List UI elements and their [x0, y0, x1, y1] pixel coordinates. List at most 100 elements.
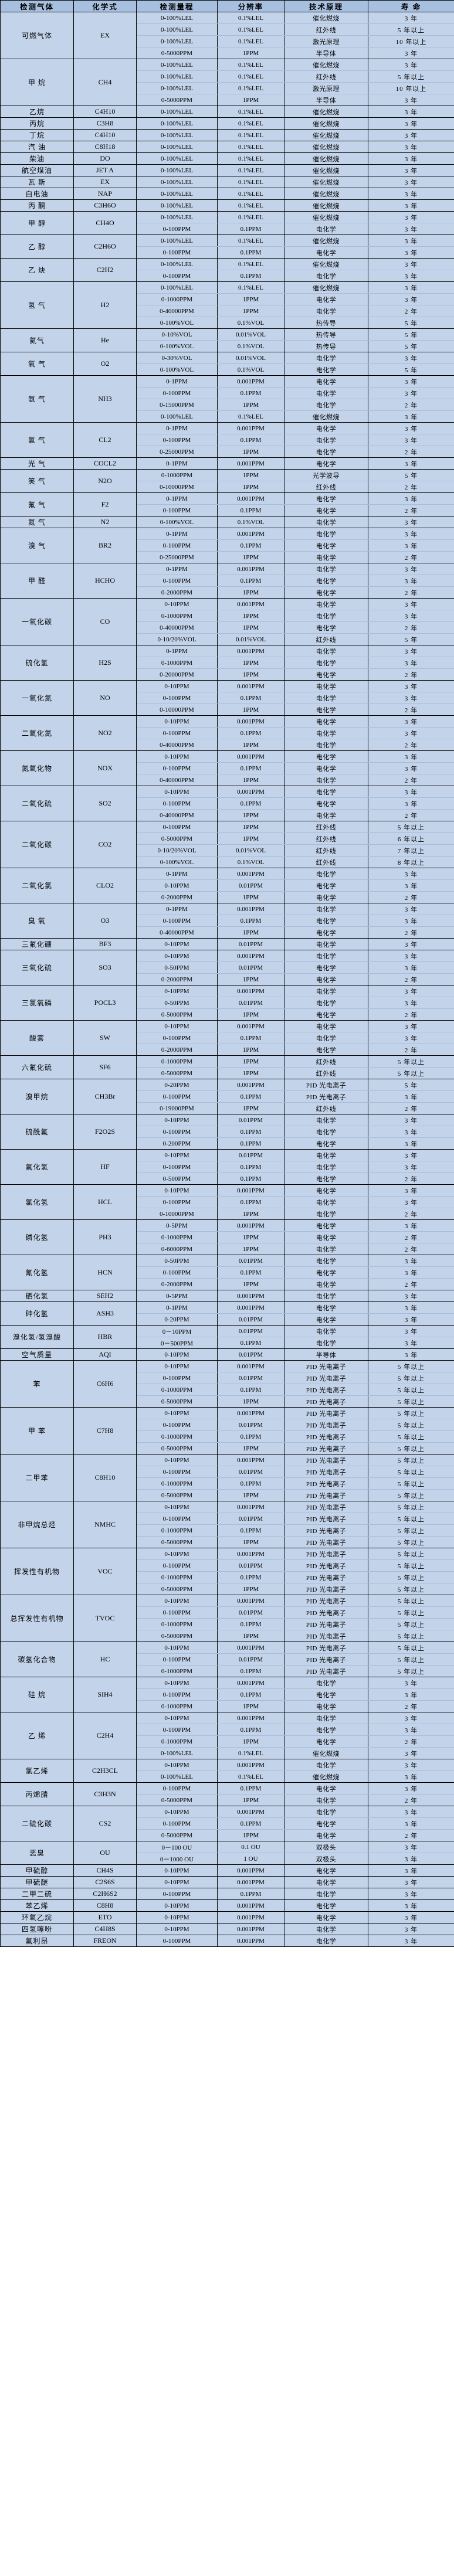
- table-row: 甲硫醚 C2S6S 0-10PPM 0.001PPM 电化学 3 年: [0, 1876, 454, 1888]
- cell-lifetime: 3 年: [368, 997, 454, 1009]
- cell-resolution: 0.1PPM: [217, 1196, 284, 1208]
- cell-lifetime: 2 年: [368, 1794, 454, 1806]
- cell-detection-range: 0-2000PPM: [136, 973, 218, 985]
- cell-technology: 催化燃烧: [284, 152, 368, 165]
- cell-technology: 电化学: [284, 1184, 368, 1197]
- cell-resolution: 0.1PPM: [217, 1090, 284, 1103]
- cell-detection-range: 0-20PPM: [136, 1313, 218, 1326]
- cell-technology: PID 光电离子: [284, 1466, 368, 1478]
- cell-detection-range: 0-1PPM: [136, 563, 218, 575]
- cell-lifetime: 3 年: [368, 762, 454, 774]
- cell-lifetime: 3 年: [368, 657, 454, 669]
- cell-lifetime: 2 年: [368, 551, 454, 563]
- table-row: 总挥发性有机物 TVOC 0-10PPM 0.001PPM PID 光电离子 5 年以上: [0, 1595, 454, 1642]
- cell-detection-range: 0-10PPM: [136, 1923, 218, 1935]
- cell-lifetime: 3 年: [368, 680, 454, 692]
- cell-technology: 催化燃烧: [284, 176, 368, 188]
- cell-resolution: 1PPM: [217, 481, 284, 493]
- cell-resolution: 0.1PPM: [217, 1173, 284, 1185]
- cell-lifetime: 3 年: [368, 1184, 454, 1197]
- table-row: 二硫化碳 CS2 0-10PPM 0.001PPM 电化学 3 年: [0, 1806, 454, 1841]
- cell-technology: 电化学: [284, 715, 368, 728]
- cell-detection-range: 0-100PPM: [136, 223, 218, 235]
- cell-detection-range: 0-1000PPM: [136, 1384, 218, 1396]
- cell-detection-range: 0-6000PPM: [136, 1243, 218, 1255]
- cell-resolution: 0.001PPM: [217, 950, 284, 962]
- cell-resolution: 1PPM: [217, 1231, 284, 1243]
- cell-detection-range: 0-1000PPM: [136, 1735, 218, 1748]
- cell-resolution: 0.1PPM: [217, 797, 284, 810]
- cell-lifetime: 3 年: [368, 1219, 454, 1232]
- table-row: 0-100%LEL 0.1%LEL 激光原理 10 年以上: [1, 82, 454, 94]
- table-row: 0-100PPM 0.1PPM 电化学 3 年: [1, 1161, 454, 1173]
- cell-resolution: 0.1%LEL: [217, 106, 284, 118]
- cell-lifetime: 5 年以上: [368, 1630, 454, 1642]
- table-row: 0-25000PPM 1PPM 电化学 2 年: [1, 446, 454, 458]
- cell-detection-range: 0-100%LEL: [136, 82, 218, 94]
- cell-lifetime: 3 年: [368, 422, 454, 434]
- cell-technology: 电化学: [284, 879, 368, 892]
- cell-lifetime: 5 年以上: [368, 70, 454, 83]
- table-row: 0-6000PPM 1PPM 电化学 2 年: [1, 1243, 454, 1255]
- cell-lifetime: 3 年: [368, 246, 454, 259]
- cell-technology: 电化学: [284, 528, 368, 540]
- cell-technology: 电化学: [284, 1255, 368, 1267]
- cell-resolution: 0.001PPM: [217, 1595, 284, 1607]
- cell-detection-range: 0-200PPM: [136, 1137, 218, 1150]
- cell-detection-range: 0-100%VOL: [136, 340, 218, 352]
- cell-gas-name: 丙 酮: [0, 199, 74, 212]
- cell-technology: 激光原理: [284, 82, 368, 94]
- cell-detection-range: 0-100PPM: [136, 821, 218, 833]
- table-row: 丙烷 C3H8 0-100%LEL 0.1%LEL 催化燃烧 3 年: [0, 117, 454, 130]
- cell-technology: PID 光电离子: [284, 1442, 368, 1454]
- table-row: 0-5000PPM 1PPM PID 光电离子 5 年以上: [1, 1395, 454, 1408]
- cell-gas-name: 硅 烷: [0, 1677, 74, 1712]
- cell-gas-name: 乙 烯: [0, 1712, 74, 1759]
- cell-chemical-formula: NO: [73, 680, 137, 716]
- cell-technology: 电化学: [284, 539, 368, 552]
- cell-detection-range: 0-5000PPM: [136, 1067, 218, 1079]
- cell-technology: 双极头: [284, 1853, 368, 1865]
- table-row: 砷化氢 ASH3 0-1PPM 0.001PPM 电化学 3 年: [0, 1301, 454, 1326]
- cell-resolution: 0.1PPM: [217, 1430, 284, 1443]
- table-row: 磷化氢 PH3 0-5PPM 0.001PPM 电化学 3 年: [0, 1219, 454, 1255]
- cell-resolution: 0.001PPM: [217, 645, 284, 657]
- cell-detection-range: 0-100PPM: [136, 270, 218, 282]
- table-row: 0-1000PPM 1PPM 电化学 2 年: [1, 1700, 454, 1712]
- cell-lifetime: 2 年: [368, 1173, 454, 1185]
- cell-chemical-formula: C3H6O: [73, 199, 137, 212]
- cell-technology: 电化学: [284, 1219, 368, 1232]
- cell-gas-name: 硫酰氟: [0, 1114, 74, 1150]
- cell-technology: PID 光电离子: [284, 1501, 368, 1513]
- cell-lifetime: 5 年以上: [368, 1454, 454, 1466]
- cell-detection-range: 0-10PPM: [136, 680, 218, 692]
- cell-chemical-formula: F2O2S: [73, 1114, 137, 1150]
- cell-resolution: 0.1%LEL: [217, 117, 284, 130]
- cell-lifetime: 5 年: [368, 1079, 454, 1091]
- cell-resolution: 0.1PPM: [217, 1817, 284, 1830]
- cell-technology: 电化学: [284, 1935, 368, 1947]
- cell-resolution: 0.01PPM: [217, 1419, 284, 1431]
- table-row: 0-10000PPM 1PPM 红外线 2 年: [1, 481, 454, 493]
- cell-detection-range: 0-100PPM: [136, 1372, 218, 1384]
- cell-gas-name: 氮 气: [0, 516, 74, 528]
- table-row: 氮 气 N2 0-100%VOL 0.1%VOL 电化学 3 年: [0, 516, 454, 528]
- cell-lifetime: 5 年以上: [368, 1395, 454, 1408]
- cell-resolution: 0.001PPM: [217, 1290, 284, 1302]
- cell-technology: PID 光电离子: [284, 1665, 368, 1677]
- table-row: 0-100PPM 0.1PPM 电化学 3 年: [1, 434, 454, 446]
- table-row: 氯化氢 HCL 0-10PPM 0.001PPM 电化学 3 年: [0, 1184, 454, 1220]
- cell-technology: 电化学: [284, 399, 368, 411]
- cell-resolution: 0.1%LEL: [217, 281, 284, 294]
- cell-technology: 电化学: [284, 926, 368, 939]
- table-row: 0-5000PPM 1PPM PID 光电离子 5 年以上: [1, 1489, 454, 1501]
- cell-lifetime: 3 年: [368, 563, 454, 575]
- cell-technology: 电化学: [284, 270, 368, 282]
- cell-detection-range: 0-100PPM: [136, 434, 218, 446]
- cell-resolution: 0.01%VOL: [217, 328, 284, 341]
- cell-detection-range: 0-100PPM: [136, 915, 218, 927]
- table-row: 一氧化碳 CO 0-10PPM 0.001PPM 电化学 3 年: [0, 598, 454, 645]
- cell-resolution: 0.001PPM: [217, 1806, 284, 1818]
- cell-detection-range: 0-10PPM: [136, 1806, 218, 1818]
- table-row: 0-100PPM 0.1PPM 电化学 3 年: [1, 270, 454, 282]
